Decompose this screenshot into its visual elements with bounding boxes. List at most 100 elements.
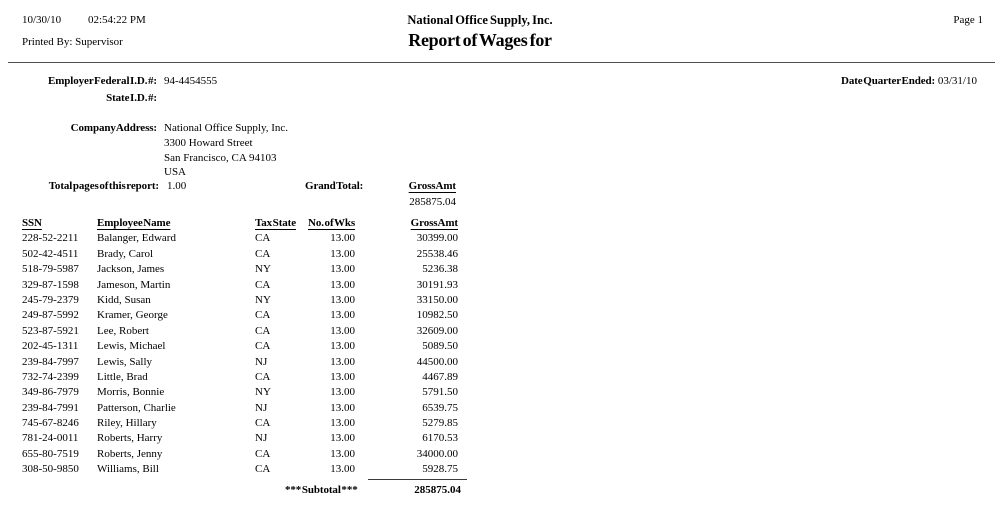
- table-cell: 30399.00: [416, 232, 458, 245]
- table-cell: 44500.00: [416, 355, 458, 368]
- table-cell: 245-79-2379: [22, 293, 79, 306]
- subtotal-label: *** Subtotal ***: [285, 484, 358, 496]
- table-cell: 30191.93: [416, 278, 458, 291]
- table-cell: Jameson, Martin: [97, 278, 171, 291]
- wage-table-header-row: SSN Employee Name Tax State No. of Wks G…: [22, 216, 458, 231]
- table-row: 349-86-7979 Morris, Bonnie NY 13.00 5791.50: [22, 385, 458, 400]
- printed-by: Printed By: Supervisor: [22, 36, 123, 48]
- table-row: 732-74-2399 Little, Brad CA 13.00 4467.89: [22, 370, 458, 385]
- total-pages-label: Total pages of this report:: [48, 180, 159, 192]
- table-cell: 13.00: [330, 340, 355, 353]
- table-cell: CA: [255, 324, 271, 337]
- table-cell: 13.00: [330, 386, 355, 399]
- report-title: Report of Wages for: [408, 30, 552, 50]
- table-cell: 13.00: [330, 417, 355, 430]
- table-row: 502-42-4511 Brady, Carol CA 13.00 25538.46: [22, 247, 458, 262]
- table-cell: NY: [255, 263, 271, 276]
- federal-id-label: Employer Federal I.D. #:: [47, 75, 157, 87]
- table-cell: 10982.50: [416, 309, 458, 322]
- table-cell: CA: [255, 247, 271, 260]
- table-cell: Patterson, Charlie: [97, 401, 176, 414]
- table-cell: Riley, Hillary: [97, 417, 157, 430]
- table-cell: 239-84-7997: [22, 355, 79, 368]
- table-row: 308-50-9850 Williams, Bill CA 13.00 5928.75: [22, 462, 458, 477]
- total-pages-value: 1.00: [167, 180, 187, 192]
- table-cell: 502-42-4511: [22, 247, 79, 260]
- quarter-ended-label: Date Quarter Ended:: [841, 75, 936, 87]
- table-row: 655-80-7519 Roberts, Jenny CA 13.00 34000.00: [22, 447, 458, 462]
- grand-total-column-header: Gross Amt: [356, 180, 456, 192]
- table-cell: CA: [255, 278, 271, 291]
- company-address-line: USA: [164, 166, 187, 178]
- table-cell: 5236.38: [422, 263, 458, 276]
- table-cell: Lee, Robert: [97, 324, 149, 337]
- table-cell: 13.00: [330, 432, 355, 445]
- table-cell: 781-24-0011: [22, 432, 79, 445]
- state-id-label: State I.D. #:: [106, 92, 157, 104]
- table-cell: Balanger, Edward: [97, 232, 176, 245]
- table-cell: Little, Brad: [97, 370, 148, 383]
- table-cell: 25538.46: [416, 247, 458, 260]
- table-row: 329-87-1598 Jameson, Martin CA 13.00 30191.9…: [22, 278, 458, 293]
- table-cell: 13.00: [330, 355, 355, 368]
- table-cell: CA: [255, 370, 271, 383]
- column-header-employee-name: Employee Name: [97, 217, 171, 229]
- table-cell: Lewis, Sally: [97, 355, 152, 368]
- table-cell: CA: [255, 463, 271, 476]
- table-cell: 5928.75: [422, 463, 458, 476]
- table-cell: 249-87-5992: [22, 309, 79, 322]
- table-cell: CA: [255, 340, 271, 353]
- subtotal-value: 285875.04: [414, 484, 461, 496]
- table-cell: Jackson, James: [97, 263, 165, 276]
- printed-by-value: Supervisor: [75, 36, 123, 48]
- table-cell: Brady, Carol: [97, 247, 154, 260]
- table-cell: 228-52-2211: [22, 232, 79, 245]
- table-cell: 202-45-1311: [22, 340, 79, 353]
- table-cell: 655-80-7519: [22, 447, 79, 460]
- table-cell: 32609.00: [416, 324, 458, 337]
- table-cell: 13.00: [330, 263, 355, 276]
- table-cell: 13.00: [330, 293, 355, 306]
- company-address-line: National Office Supply, Inc.: [164, 122, 289, 134]
- table-cell: CA: [255, 232, 271, 245]
- table-cell: 6539.75: [422, 401, 458, 414]
- table-cell: 33150.00: [416, 293, 458, 306]
- table-cell: 13.00: [330, 324, 355, 337]
- table-row: 745-67-8246 Riley, Hillary CA 13.00 5279.85: [22, 416, 458, 431]
- printed-by-label: Printed By:: [22, 36, 73, 48]
- column-header-ssn: SSN: [22, 217, 42, 229]
- table-cell: 5279.85: [422, 417, 458, 430]
- table-cell: 5791.50: [422, 386, 458, 399]
- table-cell: CA: [255, 309, 271, 322]
- table-cell: 13.00: [330, 247, 355, 260]
- column-header-no-of-wks: No. of Wks: [308, 217, 356, 229]
- company-address-label: Company Address:: [70, 122, 157, 134]
- table-cell: NY: [255, 386, 271, 399]
- table-cell: 13.00: [330, 309, 355, 322]
- table-cell: 6170.53: [422, 432, 458, 445]
- table-cell: NJ: [255, 355, 268, 368]
- grand-total-column-text: Gross Amt: [408, 180, 456, 192]
- wage-table-body: 228-52-2211 Balanger, Edward CA 13.00 30399.…: [22, 231, 458, 477]
- table-cell: Kidd, Susan: [97, 293, 151, 306]
- quarter-ended: Date Quarter Ended: 03/31/10: [841, 75, 977, 87]
- quarter-ended-value: 03/31/10: [937, 75, 977, 87]
- table-cell: CA: [255, 447, 271, 460]
- table-cell: 329-87-1598: [22, 278, 79, 291]
- table-cell: 4467.89: [422, 370, 458, 383]
- table-cell: 5089.50: [422, 340, 458, 353]
- grand-total-value: 285875.04: [409, 196, 456, 208]
- print-date: 10/30/10: [22, 14, 62, 26]
- table-row: 239-84-7997 Lewis, Sally NJ 13.00 44500.00: [22, 355, 458, 370]
- table-cell: Williams, Bill: [97, 463, 159, 476]
- company-address-line: San Francisco, CA 94103: [164, 151, 277, 164]
- federal-id-value: 94-4454555: [164, 75, 218, 87]
- column-header-gross-amt: Gross Amt: [410, 217, 458, 229]
- table-row: 249-87-5992 Kramer, George CA 13.00 10982.50: [22, 308, 458, 323]
- table-cell: 239-84-7991: [22, 401, 79, 414]
- table-cell: Roberts, Jenny: [97, 447, 163, 460]
- table-cell: 13.00: [330, 232, 355, 245]
- grand-total-label: Grand Total:: [305, 180, 364, 192]
- table-row: 228-52-2211 Balanger, Edward CA 13.00 30399.…: [22, 231, 458, 246]
- table-cell: 13.00: [330, 401, 355, 414]
